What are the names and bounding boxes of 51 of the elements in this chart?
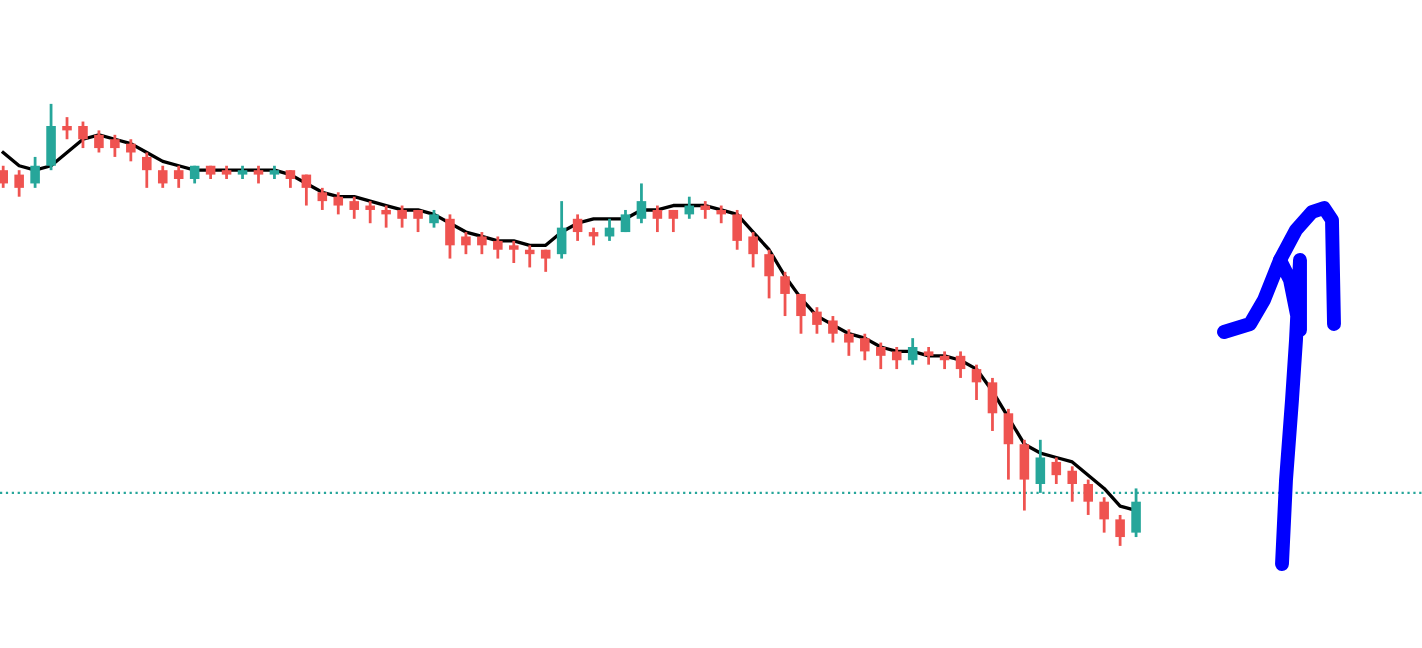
candlestick [381, 204, 391, 230]
candlestick [1051, 456, 1062, 486]
candlestick [636, 182, 647, 225]
candlestick [828, 314, 838, 344]
candlestick [860, 332, 870, 362]
candlestick [556, 199, 567, 260]
candlestick [477, 230, 487, 256]
candlestick [30, 155, 40, 190]
candlestick [1019, 438, 1030, 512]
candlestick [0, 164, 8, 190]
candlestick [1099, 495, 1109, 535]
candlestick [78, 120, 88, 150]
candlestick [732, 208, 742, 252]
candlestick [748, 230, 758, 269]
candlestick [971, 363, 982, 402]
candlestick [317, 186, 328, 212]
candlestick [62, 115, 72, 141]
candlestick [524, 243, 535, 269]
candlestick [1115, 513, 1125, 548]
candlestick [46, 102, 56, 172]
candlestick [301, 173, 312, 207]
candlestick [509, 239, 519, 265]
candlestick [349, 195, 360, 221]
candlestick [461, 230, 471, 256]
candlestick [94, 129, 104, 154]
candlestick [796, 292, 806, 336]
candlestick [955, 350, 966, 380]
candlestick [14, 168, 24, 199]
candlestick [844, 327, 854, 358]
candlestick [780, 270, 790, 318]
candlestick [907, 336, 918, 367]
candlestick [1003, 407, 1014, 481]
candlestick [493, 235, 503, 260]
candlestick [764, 248, 774, 300]
candlestick [397, 204, 407, 230]
candlestick [572, 212, 583, 243]
candlestick [173, 164, 184, 190]
candlestick [891, 345, 902, 371]
candlestick [333, 190, 344, 216]
candlestick [110, 133, 120, 159]
candlestick [126, 137, 136, 163]
candlestick [445, 212, 455, 260]
candlestick [812, 305, 822, 336]
candlestick [652, 204, 663, 234]
candlestick [987, 376, 998, 433]
candlestick [1067, 464, 1078, 504]
candlestick [875, 341, 886, 371]
candlestick [157, 164, 168, 190]
candlestick [365, 199, 375, 225]
candlestick [1083, 478, 1093, 517]
candlestick [142, 151, 152, 190]
